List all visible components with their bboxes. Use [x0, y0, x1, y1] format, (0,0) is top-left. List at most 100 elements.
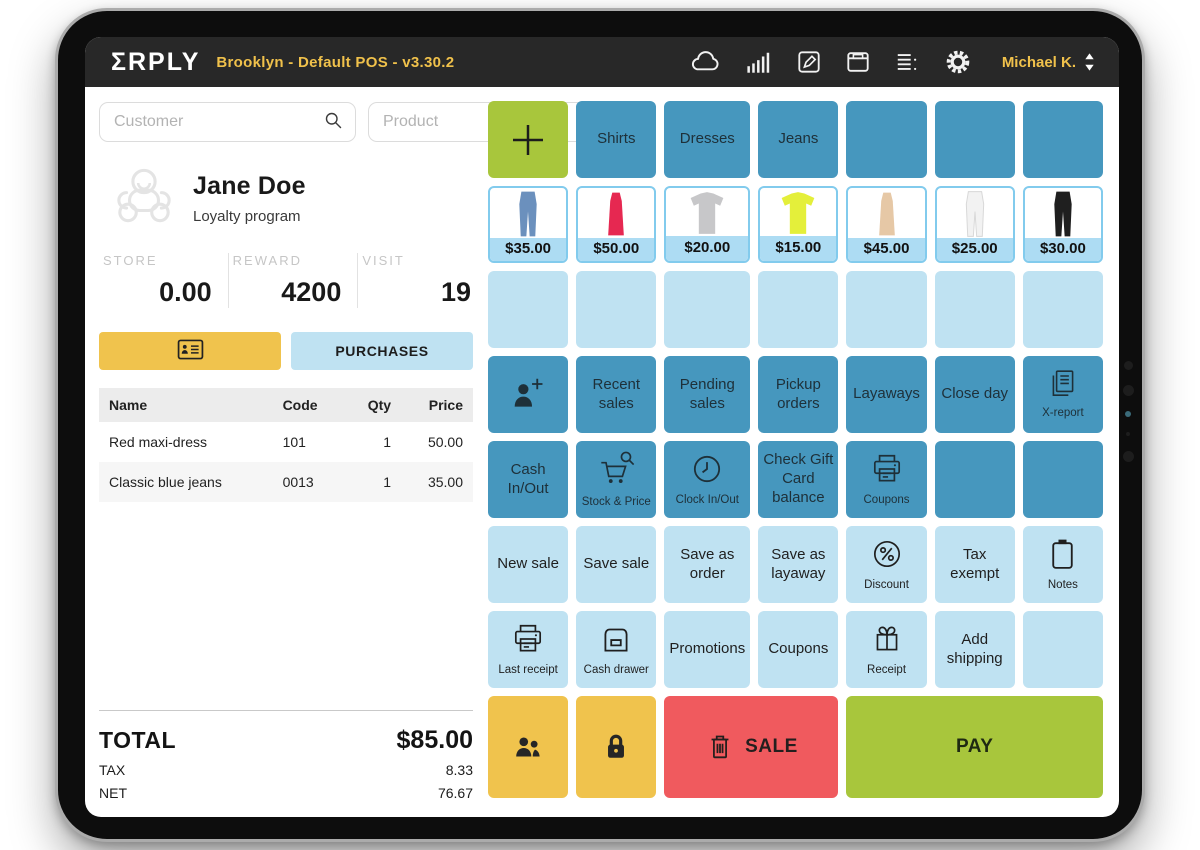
tax-exempt-button[interactable]: Tax exempt: [934, 526, 1015, 603]
tile-label: Save as layaway: [771, 545, 826, 582]
grey-polo-shirt[interactable]: $20.00: [664, 186, 751, 263]
print-coupons-button[interactable]: Coupons: [846, 441, 927, 518]
customer-search-input[interactable]: [112, 112, 323, 132]
search-icon: [323, 110, 343, 135]
stat-reward: REWARD 4200: [229, 253, 359, 308]
empty-slot: [934, 441, 1015, 518]
product-price: $25.00: [936, 238, 1013, 261]
white-pants[interactable]: $25.00: [934, 186, 1015, 263]
close-day-button[interactable]: Close day: [934, 356, 1015, 433]
product-image-yellow-top: [760, 188, 836, 236]
customers-icon: [510, 730, 546, 764]
cash-in-out-button[interactable]: Cash In/Out: [488, 441, 569, 518]
void-sale-button[interactable]: SALE: [664, 696, 839, 798]
lock-button[interactable]: [576, 696, 657, 798]
save-as-layaway-button[interactable]: Save as layaway: [758, 526, 839, 603]
product-price: $20.00: [666, 236, 749, 261]
product-price: $30.00: [1024, 238, 1101, 261]
tile-label: Receipt: [867, 664, 907, 677]
purchases-button[interactable]: PURCHASES: [291, 332, 473, 370]
black-pants[interactable]: $30.00: [1022, 186, 1103, 263]
empty-slot: [1022, 101, 1103, 178]
tile-label: Recent sales: [592, 375, 641, 412]
col-header-qty: Qty: [344, 388, 402, 422]
customer-card[interactable]: Jane Doe Loyalty program: [99, 167, 473, 230]
jeans-button[interactable]: Jeans: [758, 101, 839, 178]
pos-app-screen: ΣRPLY Brooklyn - Default POS - v3.30.2 M…: [85, 37, 1119, 817]
tablet-device-frame: ΣRPLY Brooklyn - Default POS - v3.30.2 M…: [55, 8, 1145, 842]
cart-header-row: Name Code Qty Price: [99, 388, 473, 422]
blue-jeans[interactable]: $35.00: [488, 186, 569, 263]
clock-in-out-button[interactable]: Clock In/Out: [664, 441, 751, 518]
last-receipt-button[interactable]: Last receipt: [488, 611, 569, 688]
menu-list-icon[interactable]: [895, 50, 919, 74]
total-label: TOTAL: [99, 727, 177, 753]
customer-name: Jane Doe: [193, 172, 306, 200]
add-customer-button[interactable]: [488, 356, 569, 433]
signal-bars-icon[interactable]: [746, 51, 772, 74]
main-content: Jane Doe Loyalty program STORE 0.00 REWA…: [85, 87, 1119, 817]
promotions-button[interactable]: Promotions: [664, 611, 751, 688]
coupons-button[interactable]: Coupons: [758, 611, 839, 688]
pickup-orders-button[interactable]: Pickup orders: [758, 356, 839, 433]
cart-row[interactable]: Red maxi-dress 101 1 50.00: [109, 434, 463, 450]
tile-label: PAY: [956, 736, 994, 758]
x-report-button[interactable]: X-report: [1022, 356, 1103, 433]
archive-icon[interactable]: [846, 50, 870, 74]
cart-table: Name Code Qty Price Red maxi-dress 101 1: [99, 388, 473, 502]
customers-button[interactable]: [488, 696, 569, 798]
customer-search-field[interactable]: [99, 102, 356, 142]
tile-label: Discount: [864, 579, 909, 592]
tile-label: Tax exempt: [950, 545, 1000, 582]
printer-icon: [510, 621, 546, 657]
dresses-button[interactable]: Dresses: [664, 101, 751, 178]
recent-sales-button[interactable]: Recent sales: [576, 356, 657, 433]
cash-drawer-button[interactable]: Cash drawer: [576, 611, 657, 688]
stock-price-button[interactable]: Stock & Price: [576, 441, 657, 518]
tile-label: Clock In/Out: [675, 494, 739, 507]
erply-logo: ΣRPLY: [111, 47, 201, 76]
add-product-button[interactable]: [488, 101, 569, 178]
pending-sales-button[interactable]: Pending sales: [664, 356, 751, 433]
layaways-button[interactable]: Layaways: [846, 356, 927, 433]
empty-slot: [846, 271, 927, 348]
cloud-icon[interactable]: [688, 50, 721, 74]
tile-label: Layaways: [853, 385, 920, 403]
add-shipping-button[interactable]: Add shipping: [934, 611, 1015, 688]
tile-label: Promotions: [669, 640, 746, 658]
customer-loyalty-label: Loyalty program: [193, 208, 301, 225]
notes-button[interactable]: Notes: [1022, 526, 1103, 603]
user-menu[interactable]: Michael K.: [1002, 52, 1095, 72]
tile-label: Dresses: [679, 130, 735, 148]
cart-row[interactable]: Classic blue jeans 0013 1 35.00: [99, 462, 473, 502]
yellow-top[interactable]: $15.00: [758, 186, 839, 263]
tablet-camera-array: [1120, 361, 1136, 462]
receipt-button[interactable]: Receipt: [846, 611, 927, 688]
tile-label: New sale: [497, 555, 559, 573]
check-gift-card-balance-button[interactable]: Check Gift Card balance: [758, 441, 839, 518]
new-sale-button[interactable]: New sale: [488, 526, 569, 603]
tile-label: Pickup orders: [775, 375, 821, 412]
pos-button-grid: Shirts Dresses Jeans $35.00 $50.00 $20.00 $15.…: [488, 101, 1103, 798]
red-dress[interactable]: $50.00: [576, 186, 657, 263]
customer-stats: STORE 0.00 REWARD 4200 VISIT 19: [99, 253, 473, 308]
gear-icon[interactable]: [944, 48, 972, 76]
save-as-order-button[interactable]: Save as order: [664, 526, 751, 603]
product-image-red-dress: [578, 188, 654, 238]
save-sale-button[interactable]: Save sale: [576, 526, 657, 603]
lock-icon: [601, 731, 631, 763]
empty-slot: [934, 271, 1015, 348]
camera-dot: [1122, 451, 1134, 462]
beige-dress[interactable]: $45.00: [846, 186, 927, 263]
edit-icon[interactable]: [797, 50, 821, 74]
empty-slot: [488, 271, 569, 348]
customer-details-button[interactable]: [99, 332, 281, 370]
product-price: $35.00: [490, 238, 567, 261]
discount-button[interactable]: Discount: [846, 526, 927, 603]
pay-button[interactable]: PAY: [846, 696, 1103, 798]
shirts-button[interactable]: Shirts: [576, 101, 657, 178]
add-customer-icon: [506, 373, 550, 417]
tile-label: Last receipt: [498, 664, 558, 677]
col-header-name: Name: [99, 388, 273, 422]
